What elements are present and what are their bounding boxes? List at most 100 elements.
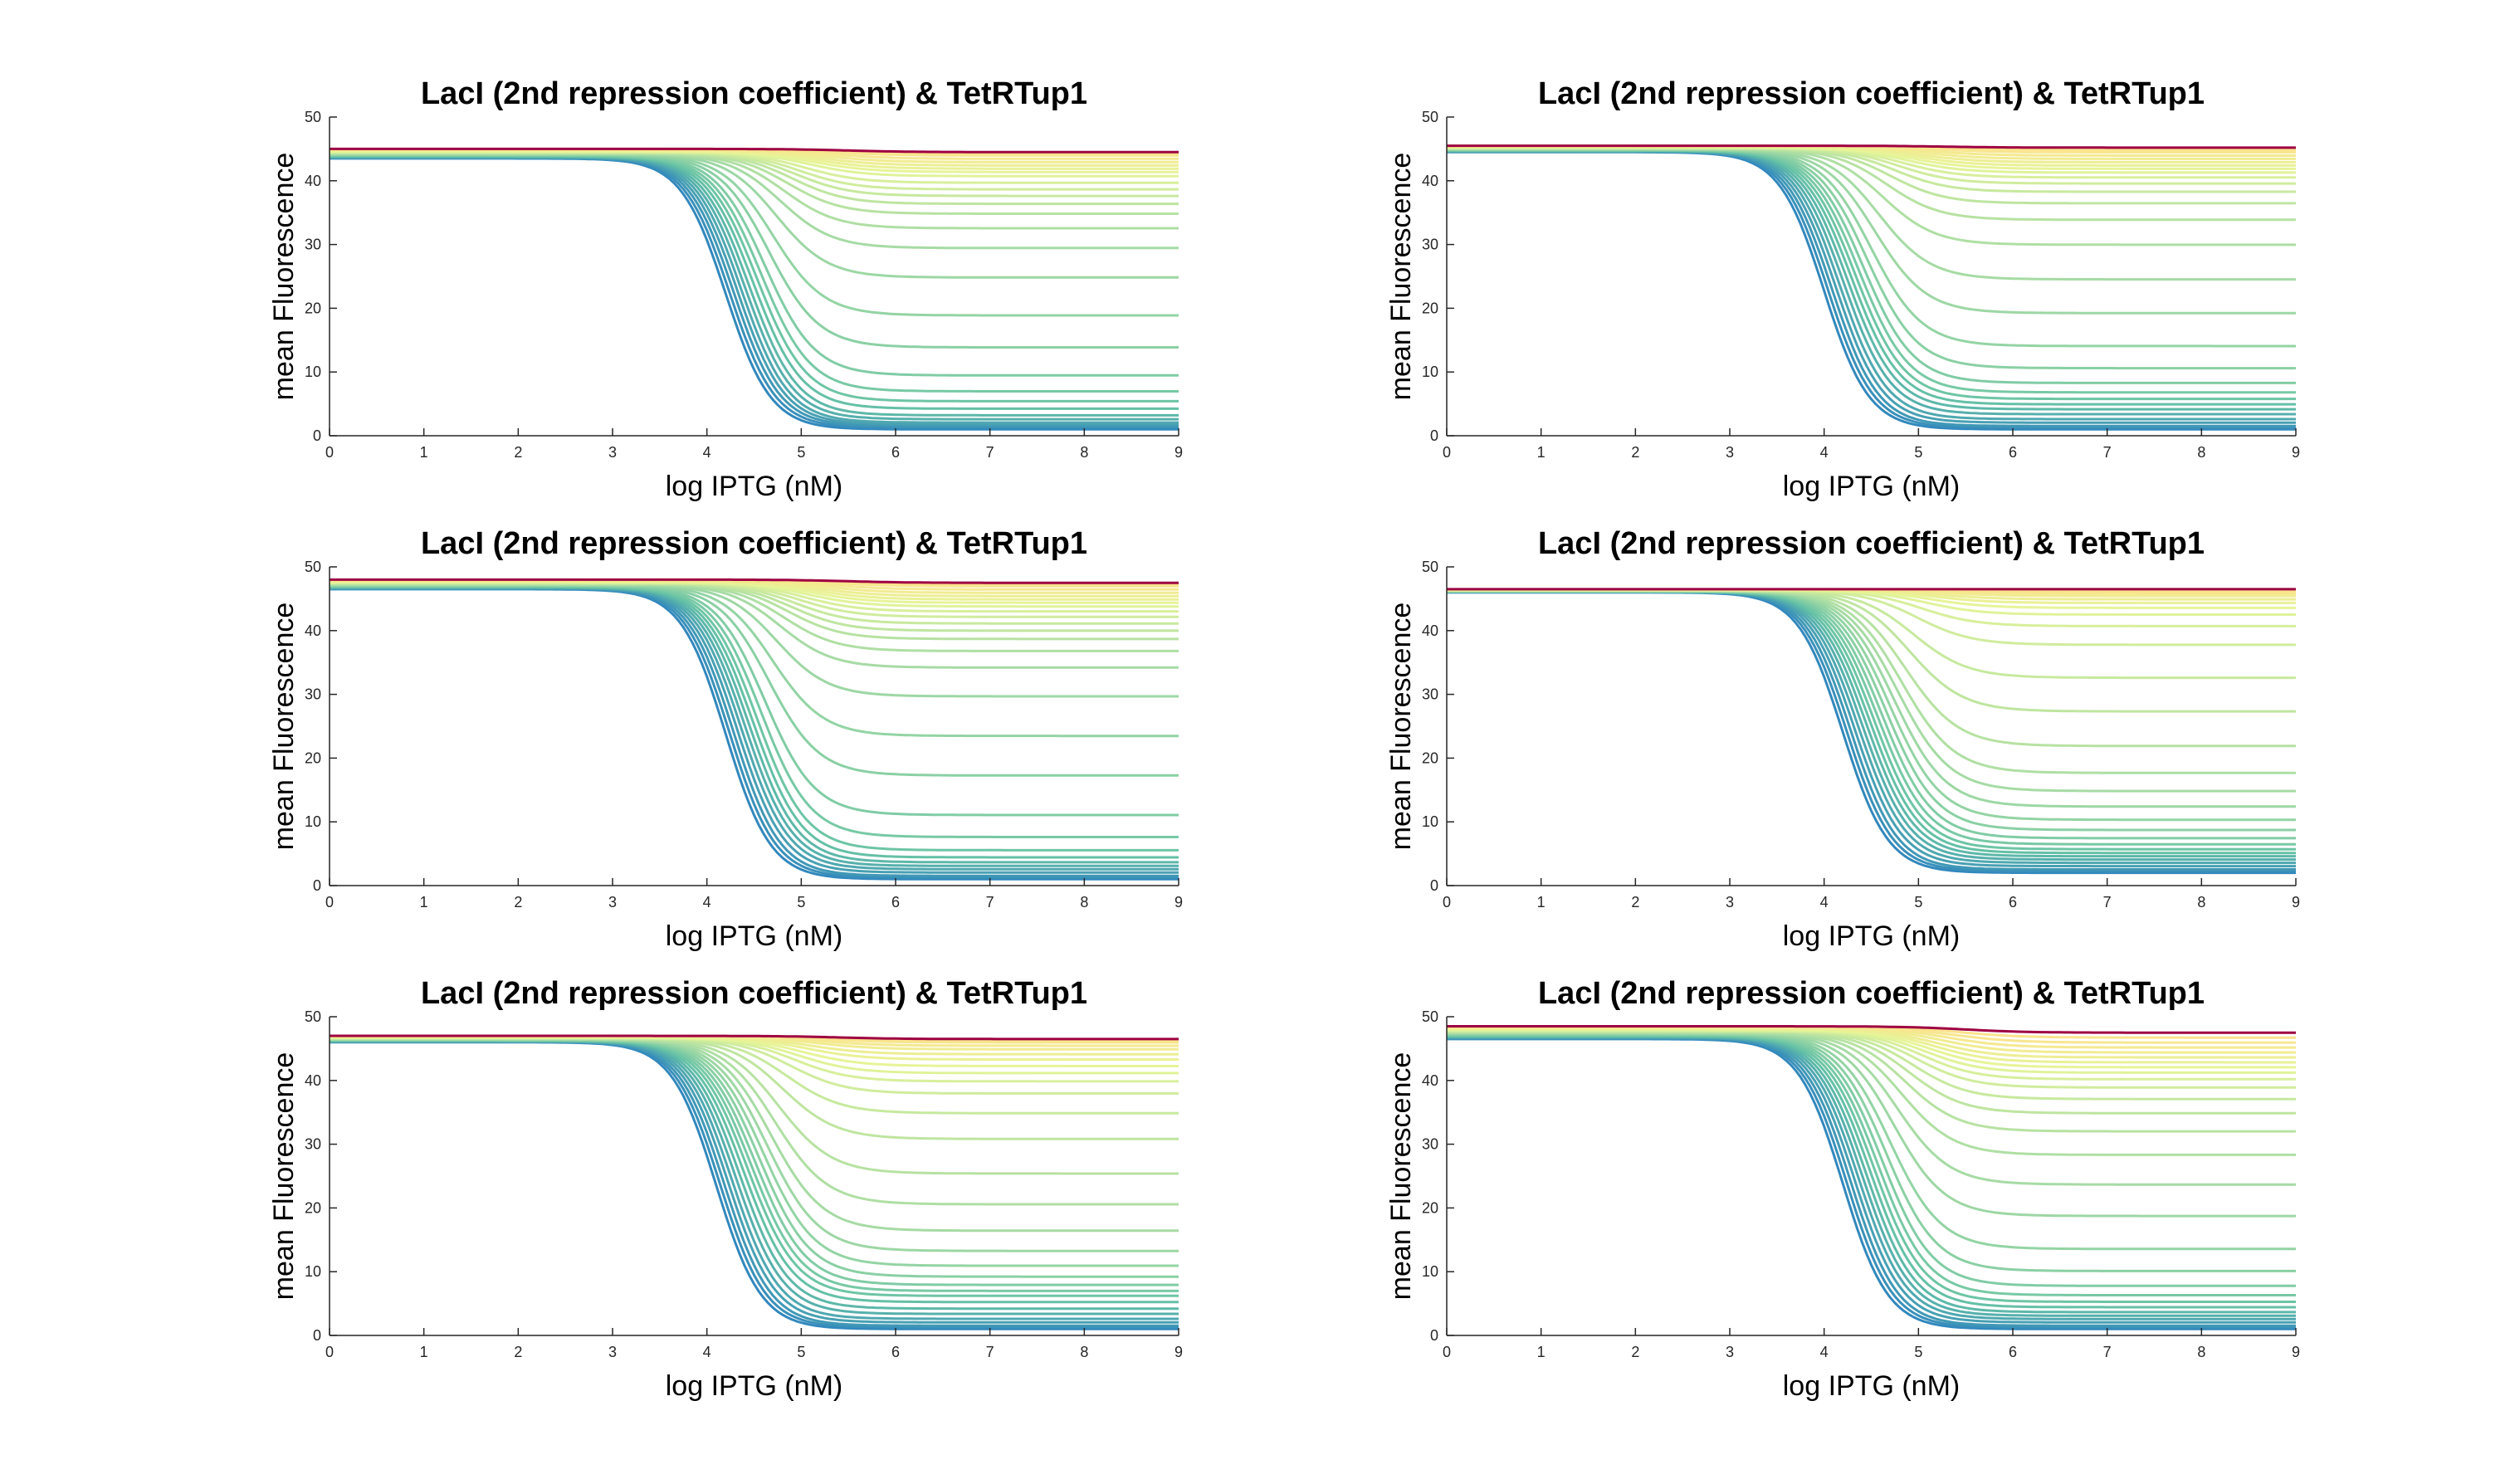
- x-tick-label: 5: [1914, 894, 1922, 910]
- y-tick-label: 20: [1422, 1199, 1438, 1216]
- series-group: [1447, 588, 2296, 875]
- subplot-3: LacI (2nd repression coefficient) & TetR…: [268, 526, 1183, 952]
- y-tick-label: 20: [305, 300, 321, 316]
- x-tick-label: 8: [1080, 444, 1088, 461]
- y-tick-label: 30: [1422, 1136, 1438, 1153]
- x-tick-label: 0: [325, 894, 334, 910]
- x-tick-label: 4: [703, 444, 711, 461]
- x-tick-label: 4: [703, 894, 711, 910]
- series-line: [330, 147, 1179, 154]
- x-tick-label: 2: [514, 1344, 522, 1360]
- x-tick-label: 1: [1537, 1344, 1546, 1360]
- series-line: [330, 156, 1179, 427]
- chart-title: LacI (2nd repression coefficient) & TetR…: [1538, 76, 2205, 111]
- y-axis-label: mean Fluorescence: [1385, 153, 1417, 401]
- x-tick-label: 3: [608, 444, 617, 461]
- y-tick-label: 0: [313, 877, 321, 894]
- x-tick-label: 4: [703, 1344, 711, 1360]
- x-tick-label: 1: [1537, 894, 1546, 910]
- x-tick-label: 5: [797, 894, 805, 910]
- x-tick-label: 6: [891, 444, 900, 461]
- y-tick-label: 30: [305, 1136, 321, 1153]
- x-tick-label: 5: [1914, 1344, 1922, 1360]
- chart-title: LacI (2nd repression coefficient) & TetR…: [1538, 526, 2205, 561]
- series-line: [1447, 150, 2296, 431]
- x-tick-label: 9: [1174, 894, 1183, 910]
- y-tick-label: 30: [305, 237, 321, 253]
- series-line: [330, 588, 1179, 879]
- y-tick-label: 30: [305, 686, 321, 703]
- x-tick-label: 0: [1443, 444, 1451, 461]
- x-tick-label: 6: [2009, 444, 2017, 461]
- x-tick-label: 6: [891, 894, 900, 910]
- x-tick-label: 4: [1820, 894, 1829, 910]
- x-axis-label: log IPTG (nM): [666, 471, 842, 502]
- subplot-grid: LacI (2nd repression coefficient) & TetR…: [268, 76, 2300, 1402]
- x-tick-label: 2: [1631, 1344, 1639, 1360]
- x-tick-label: 8: [2197, 894, 2205, 910]
- y-tick-label: 10: [305, 1263, 321, 1280]
- x-tick-label: 7: [2103, 444, 2112, 461]
- x-tick-label: 5: [797, 444, 805, 461]
- y-tick-label: 30: [1422, 686, 1438, 703]
- subplot-5: LacI (2nd repression coefficient) & TetR…: [268, 976, 1183, 1402]
- x-tick-label: 9: [2292, 444, 2300, 461]
- y-tick-label: 20: [1422, 300, 1438, 316]
- x-tick-label: 2: [514, 894, 522, 910]
- x-tick-label: 7: [986, 1344, 994, 1360]
- subplot-4: LacI (2nd repression coefficient) & TetR…: [1385, 526, 2300, 952]
- x-tick-label: 1: [1537, 444, 1546, 461]
- x-tick-label: 6: [891, 1344, 900, 1360]
- y-axis-label: mean Fluorescence: [268, 153, 300, 401]
- series-line: [1447, 144, 2296, 149]
- y-axis-label: mean Fluorescence: [268, 603, 300, 851]
- chart-title: LacI (2nd repression coefficient) & TetR…: [421, 976, 1087, 1011]
- x-tick-label: 1: [420, 444, 428, 461]
- x-tick-label: 4: [1820, 444, 1829, 461]
- x-tick-label: 8: [1080, 1344, 1088, 1360]
- series-line: [330, 157, 1179, 429]
- y-tick-label: 50: [305, 1008, 321, 1025]
- series-group: [1447, 1025, 2296, 1330]
- subplot-2: LacI (2nd repression coefficient) & TetR…: [1385, 76, 2300, 502]
- y-tick-label: 0: [1430, 877, 1438, 894]
- x-axis-label: log IPTG (nM): [1783, 920, 1960, 952]
- series-line: [1447, 1025, 2296, 1034]
- x-tick-label: 8: [1080, 894, 1088, 910]
- series-line: [1447, 590, 2296, 855]
- series-line: [330, 157, 1179, 431]
- x-tick-label: 4: [1820, 1344, 1829, 1360]
- x-tick-label: 8: [2197, 444, 2205, 461]
- series-line: [330, 578, 1179, 584]
- y-tick-label: 40: [305, 173, 321, 189]
- y-tick-label: 10: [305, 813, 321, 830]
- series-line: [330, 156, 1179, 426]
- y-tick-label: 0: [313, 427, 321, 444]
- x-tick-label: 3: [1726, 1344, 1734, 1360]
- y-tick-label: 0: [313, 1327, 321, 1344]
- x-tick-label: 9: [2292, 1344, 2300, 1360]
- x-tick-label: 2: [1631, 894, 1639, 910]
- x-tick-label: 6: [2009, 894, 2017, 910]
- y-tick-label: 30: [1422, 237, 1438, 253]
- series-line: [330, 585, 1179, 852]
- series-line: [1447, 1037, 2296, 1329]
- y-axis-label: mean Fluorescence: [1385, 603, 1417, 851]
- x-tick-label: 8: [2197, 1344, 2205, 1360]
- y-tick-label: 0: [1430, 427, 1438, 444]
- x-tick-label: 3: [1726, 894, 1734, 910]
- x-tick-label: 0: [325, 444, 334, 461]
- y-tick-label: 50: [305, 109, 321, 125]
- x-tick-label: 9: [1174, 444, 1183, 461]
- x-axis-label: log IPTG (nM): [666, 1370, 842, 1402]
- series-line: [330, 1039, 1179, 1297]
- y-tick-label: 50: [1422, 559, 1438, 575]
- y-tick-label: 20: [305, 749, 321, 766]
- x-tick-label: 1: [420, 1344, 428, 1360]
- series-group: [1447, 144, 2296, 431]
- x-tick-label: 6: [2009, 1344, 2017, 1360]
- y-tick-label: 0: [1430, 1327, 1438, 1344]
- x-tick-label: 1: [420, 894, 428, 910]
- y-tick-label: 20: [1422, 749, 1438, 766]
- y-tick-label: 40: [1422, 1072, 1438, 1089]
